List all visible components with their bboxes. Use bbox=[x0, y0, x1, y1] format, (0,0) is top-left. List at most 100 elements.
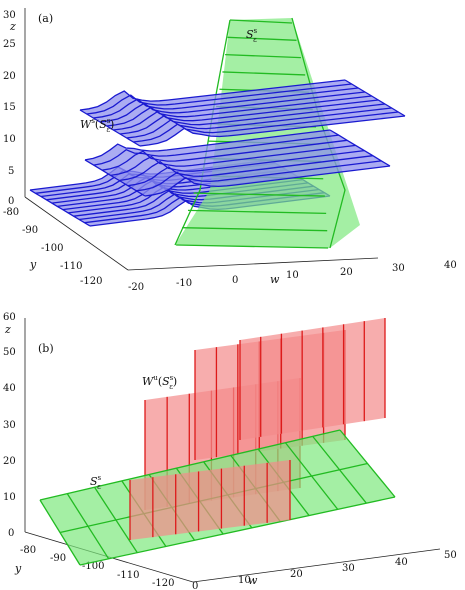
blue-edge-line bbox=[329, 129, 391, 167]
z-tick: 25 bbox=[3, 39, 16, 50]
panel-b: (b) z y w 60 50 40 30 20 10 0 -80 -90 -1… bbox=[3, 312, 457, 590]
green-surface-line bbox=[182, 227, 328, 232]
z-tick: 40 bbox=[3, 383, 16, 394]
y-tick: -90 bbox=[50, 553, 66, 564]
z-tick: 30 bbox=[3, 10, 16, 21]
z-tick: 10 bbox=[3, 134, 16, 145]
panel-a-z-label: z bbox=[9, 20, 16, 33]
blue-manifold-line bbox=[86, 83, 352, 115]
panel-a-blue-manifold-upper bbox=[79, 79, 406, 197]
blue-manifold-line bbox=[101, 139, 348, 171]
panel-b-label: (b) bbox=[38, 342, 54, 355]
panel-b-z-label: z bbox=[4, 323, 11, 336]
y-tick: -80 bbox=[3, 207, 19, 218]
blue-edge-line bbox=[79, 109, 141, 147]
panel-a-w-axis bbox=[127, 257, 379, 271]
blue-manifold-line bbox=[136, 160, 382, 192]
panel-b-green-annotation: Ss ε bbox=[90, 474, 102, 491]
panel-a-w-ticks: -20 -10 0 10 20 30 40 bbox=[128, 260, 457, 293]
z-tick: 20 bbox=[3, 456, 16, 467]
w-tick: 50 bbox=[444, 550, 457, 561]
panel-a-z-ticks: 30 25 20 15 10 5 0 bbox=[3, 10, 16, 207]
red-sheet-fill bbox=[240, 318, 385, 440]
w-tick: 10 bbox=[238, 575, 251, 586]
z-tick: 0 bbox=[8, 196, 14, 207]
blue-manifold-line bbox=[126, 107, 392, 139]
green-sheet-fill bbox=[175, 18, 360, 248]
blue-manifold-line bbox=[113, 99, 379, 131]
green-surface-line bbox=[193, 192, 325, 197]
y-tick: -110 bbox=[117, 570, 139, 581]
y-tick: -120 bbox=[152, 578, 174, 589]
w-tick: 0 bbox=[232, 275, 238, 286]
y-tick: -90 bbox=[22, 225, 38, 236]
z-tick: 30 bbox=[3, 420, 16, 431]
panel-b-red-annotation: Wu(Ss ε) bbox=[142, 374, 177, 391]
w-tick: 30 bbox=[392, 263, 405, 274]
blue-manifold-line bbox=[93, 134, 339, 166]
z-tick: 5 bbox=[8, 166, 14, 177]
w-tick: 30 bbox=[342, 563, 355, 574]
blue-manifold-line bbox=[127, 155, 373, 187]
y-tick: -100 bbox=[41, 243, 63, 254]
blue-manifold-line bbox=[119, 149, 365, 182]
green-surface-line bbox=[176, 244, 329, 249]
panel-b-z-ticks: 60 50 40 30 20 10 0 bbox=[3, 312, 16, 539]
blue-manifold-line bbox=[93, 87, 359, 119]
w-tick: 20 bbox=[290, 569, 303, 580]
panel-b-w-ticks: 0 10 20 30 40 50 bbox=[192, 550, 457, 590]
w-tick: 20 bbox=[340, 267, 353, 278]
panel-b-red-manifold-front bbox=[129, 318, 386, 540]
panel-a-y-axis bbox=[24, 196, 129, 271]
green-surface-line bbox=[39, 429, 341, 501]
panel-b-y-ticks: -80 -90 -100 -110 -120 bbox=[20, 545, 174, 589]
panel-b-w-label: w bbox=[248, 574, 258, 587]
w-tick: 40 bbox=[395, 557, 408, 568]
w-tick: -20 bbox=[128, 282, 144, 293]
green-surface-line bbox=[222, 71, 306, 76]
blue-manifold-line bbox=[106, 95, 372, 127]
w-tick: 0 bbox=[192, 581, 198, 590]
blue-edge-line bbox=[84, 159, 146, 197]
z-tick: 50 bbox=[3, 347, 16, 358]
y-tick: -110 bbox=[60, 261, 82, 272]
panel-b-y-label: y bbox=[14, 562, 22, 575]
panel-b-w-axis bbox=[192, 548, 441, 583]
blue-manifold-line bbox=[133, 111, 399, 143]
z-tick: 10 bbox=[3, 492, 16, 503]
green-surface-line bbox=[227, 36, 297, 41]
w-tick: 40 bbox=[444, 260, 457, 271]
panel-a-label: (a) bbox=[38, 12, 53, 25]
blue-manifold-line bbox=[84, 129, 331, 161]
y-tick: -120 bbox=[80, 276, 102, 287]
panel-a: (a) z y w 30 25 20 15 10 5 0 -80 -90 -10… bbox=[3, 8, 457, 293]
blue-manifold-line bbox=[79, 79, 346, 111]
green-surface-line bbox=[229, 19, 293, 24]
blue-edge-line bbox=[344, 79, 406, 117]
green-surface-line bbox=[187, 209, 327, 215]
panel-a-green-annotation: Ss ε bbox=[246, 27, 258, 44]
panel-a-w-label: w bbox=[270, 273, 280, 286]
z-tick: 0 bbox=[8, 528, 14, 539]
z-tick: 15 bbox=[3, 102, 16, 113]
blue-manifold-line bbox=[119, 103, 386, 135]
w-tick: -10 bbox=[176, 278, 192, 289]
panel-a-blue-annotation: Ws(Ss ε) bbox=[80, 117, 114, 134]
blue-manifold-line bbox=[139, 115, 406, 147]
blue-manifold-line bbox=[144, 165, 391, 197]
panel-a-y-ticks: -80 -90 -100 -110 -120 bbox=[3, 207, 102, 287]
w-tick: 10 bbox=[286, 270, 299, 281]
blue-manifold-line bbox=[99, 91, 366, 123]
blue-manifold-line bbox=[110, 144, 356, 177]
z-tick: 20 bbox=[3, 71, 16, 82]
y-tick: -80 bbox=[20, 545, 36, 556]
y-tick: -100 bbox=[82, 561, 104, 572]
green-surface-line bbox=[79, 496, 396, 566]
z-tick: 60 bbox=[3, 312, 16, 323]
blue-sheet-fill bbox=[85, 130, 390, 196]
red-sheet-fill bbox=[130, 460, 290, 540]
panel-a-y-label: y bbox=[29, 258, 37, 271]
green-surface-line bbox=[225, 53, 301, 59]
